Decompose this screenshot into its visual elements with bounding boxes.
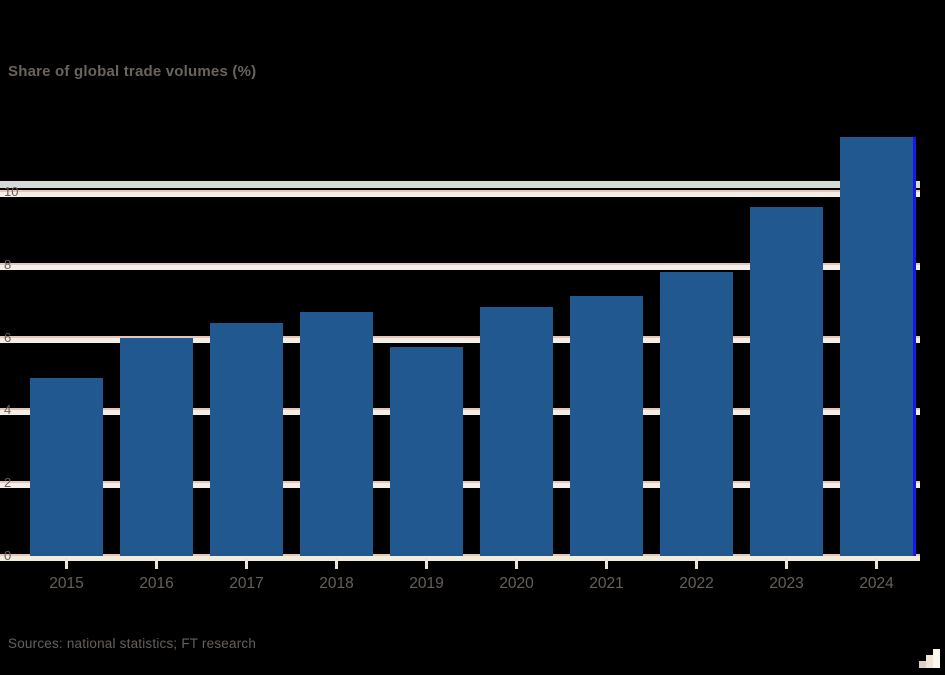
x-axis-tick-label: 2019	[409, 575, 444, 592]
bar-2022[interactable]	[660, 272, 733, 556]
step-bar-small	[919, 661, 926, 668]
bar-2023[interactable]	[750, 206, 823, 556]
x-axis-tick-label: 2018	[319, 575, 354, 592]
gridline	[0, 190, 920, 197]
x-axis-tick-label: 2020	[499, 575, 534, 592]
x-axis-tick-mark	[65, 558, 68, 569]
x-axis-tick-mark	[245, 558, 248, 569]
x-axis-tick-label: 2024	[859, 575, 894, 592]
y-axis-tick-label: 4	[4, 402, 12, 418]
x-axis-tick-label: 2022	[679, 575, 714, 592]
x-axis-tick-label: 2015	[49, 575, 84, 592]
bar-2017[interactable]	[210, 323, 283, 556]
gridline	[0, 335, 920, 343]
x-axis-tick-label: 2016	[139, 575, 174, 592]
x-axis-tick-mark	[875, 558, 878, 569]
bar-2020[interactable]	[480, 306, 553, 556]
bar-2021[interactable]	[570, 295, 643, 556]
x-axis-tick-label: 2023	[769, 575, 804, 592]
x-axis-tick-mark	[695, 558, 698, 569]
bar-2015[interactable]	[30, 377, 103, 556]
x-axis-tick-mark	[155, 558, 158, 569]
y-axis-tick-label: 10	[4, 184, 19, 199]
step-bar-medium	[926, 655, 933, 668]
x-axis-tick-mark	[605, 558, 608, 569]
x-axis-tick-label: 2017	[229, 575, 264, 592]
gridline-top-rule	[0, 181, 920, 188]
x-axis-tick-mark	[785, 558, 788, 569]
x-axis-tick-label: 2021	[589, 575, 624, 592]
y-axis-tick-label: 8	[4, 256, 12, 272]
y-axis-tick-label: 2	[4, 475, 12, 491]
bar-2018[interactable]	[300, 312, 373, 556]
x-axis-tick-mark	[425, 558, 428, 569]
step-bar-large	[933, 649, 940, 668]
ascending-steps-icon	[919, 649, 941, 668]
chart-subtitle: Share of global trade volumes (%)	[8, 63, 257, 80]
y-axis-tick-label: 0	[4, 548, 12, 563]
y-axis-tick-label: 6	[4, 329, 12, 345]
bar-2019[interactable]	[390, 346, 463, 556]
bar-2016[interactable]	[120, 337, 193, 556]
x-axis-tick-mark	[335, 558, 338, 569]
bar-2024[interactable]	[840, 137, 916, 556]
x-axis-tick-mark	[515, 558, 518, 569]
gridline	[0, 262, 920, 270]
source-caption: Sources: national statistics; FT researc…	[8, 636, 257, 651]
